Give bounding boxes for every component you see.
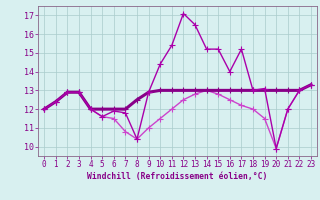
X-axis label: Windchill (Refroidissement éolien,°C): Windchill (Refroidissement éolien,°C)	[87, 172, 268, 181]
